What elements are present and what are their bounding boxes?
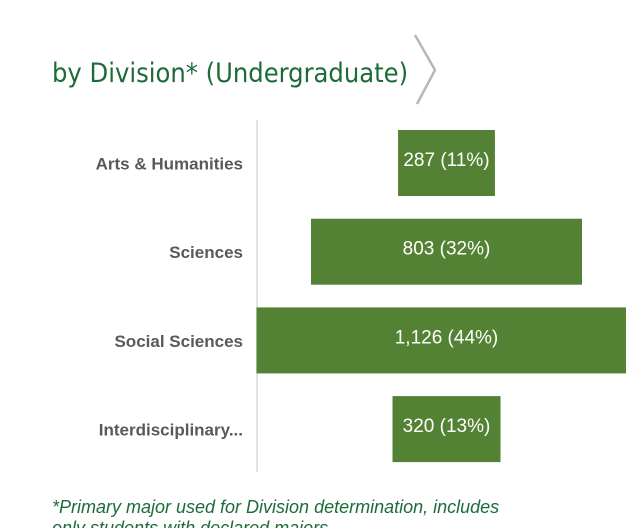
footnote: only students with declared majors [52,518,328,528]
value-label: 287 (11%) [403,150,489,171]
value-label: 1,126 (44%) [395,327,499,348]
bar [311,218,582,285]
footnote: *Primary major used for Division determi… [52,497,499,517]
value-label: 803 (32%) [403,239,491,260]
bar [398,130,495,196]
category-label: Social Sciences [114,332,243,351]
category-label: Interdisciplinary... [99,421,243,440]
category-label: Sciences [169,243,243,262]
chart-title: by Division* (Undergraduate) [52,58,408,89]
bar [256,307,626,374]
bar [392,396,501,463]
value-label: 320 (13%) [403,416,491,437]
chevron [413,34,437,105]
category-label: Arts & Humanities [96,154,243,173]
